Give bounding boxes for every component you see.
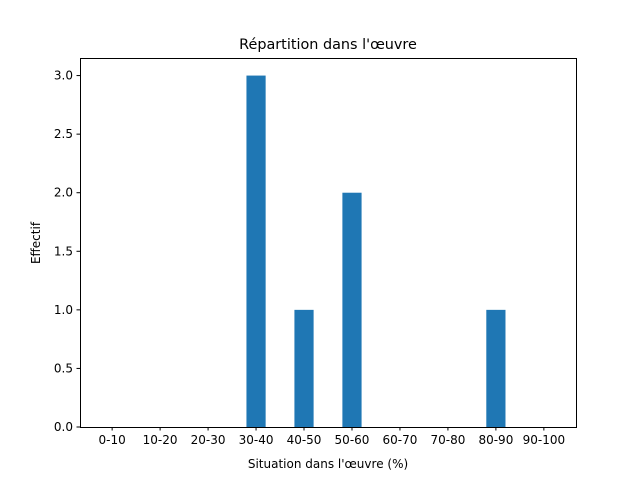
y-tick-label: 1.5 bbox=[54, 244, 73, 258]
y-tick-label: 0.0 bbox=[54, 420, 73, 434]
axes-frame bbox=[80, 58, 577, 428]
x-tick-label: 70-80 bbox=[430, 433, 465, 447]
y-tick-label: 2.0 bbox=[54, 186, 73, 200]
x-tick-label: 0-10 bbox=[99, 433, 126, 447]
x-axis-label: Situation dans l'œuvre (%) bbox=[248, 457, 408, 471]
y-tick-label: 3.0 bbox=[54, 69, 73, 83]
bar-80-90 bbox=[486, 309, 506, 427]
x-tick-label: 30-40 bbox=[239, 433, 274, 447]
x-tick-label: 90-100 bbox=[523, 433, 566, 447]
x-tick-label: 40-50 bbox=[287, 433, 322, 447]
y-tick-label: 1.0 bbox=[54, 303, 73, 317]
bar-40-50 bbox=[294, 309, 314, 427]
x-tick-label: 80-90 bbox=[478, 433, 513, 447]
x-tick-label: 10-20 bbox=[143, 433, 178, 447]
y-axis-label: Effectif bbox=[29, 221, 43, 264]
y-tick-label: 0.5 bbox=[54, 361, 73, 375]
bar-50-60 bbox=[342, 192, 362, 427]
x-tick-label: 20-30 bbox=[191, 433, 226, 447]
chart-title: Répartition dans l'œuvre bbox=[239, 37, 417, 53]
x-tick-label: 50-60 bbox=[335, 433, 370, 447]
bar-30-40 bbox=[246, 75, 266, 428]
x-tick-label: 60-70 bbox=[383, 433, 418, 447]
y-tick-label: 2.5 bbox=[54, 127, 73, 141]
